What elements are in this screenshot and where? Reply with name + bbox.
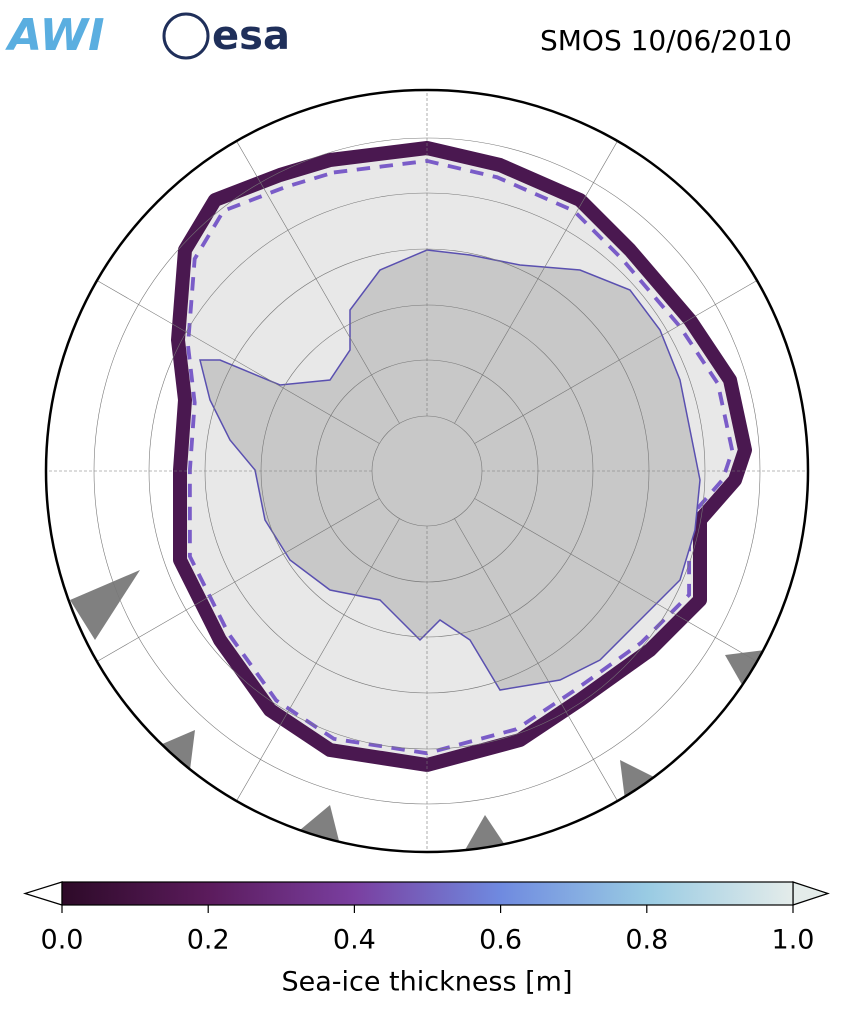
no-data <box>70 570 140 640</box>
colorbar-tick-label: 0.0 <box>41 925 84 956</box>
no-data <box>300 805 340 845</box>
map-frame <box>44 88 810 854</box>
sea-ice-edge <box>186 158 735 756</box>
antarctica <box>199 249 701 691</box>
no-data <box>725 650 765 690</box>
meridian <box>474 498 758 662</box>
colorbar-tick-label: 0.2 <box>187 925 230 956</box>
colorbar-tick-label: 0.8 <box>625 925 668 956</box>
colorbar <box>22 881 830 906</box>
colorbar-over <box>792 881 830 906</box>
meridian <box>236 140 400 424</box>
meridian <box>236 518 400 802</box>
meridian <box>474 280 758 444</box>
colorbar-scale <box>61 881 794 906</box>
awi-logo: AWI <box>5 10 105 61</box>
meridian <box>96 498 380 662</box>
no-data <box>160 730 195 770</box>
meridian <box>96 280 380 444</box>
esa-logo: esa <box>212 13 290 59</box>
graticule <box>46 90 808 852</box>
colorbar-label: Sea-ice thickness [m] <box>281 967 572 998</box>
colorbar-tick-label: 0.4 <box>333 925 376 956</box>
no-data <box>620 760 660 800</box>
colorbar-tick-label: 0.6 <box>479 925 522 956</box>
meridian <box>454 140 618 424</box>
title: SMOS 10/06/2010 <box>540 24 792 57</box>
colorbar-under <box>22 881 63 906</box>
meridian <box>454 518 618 802</box>
no-data <box>465 815 505 850</box>
esa-logo-mark <box>162 12 210 60</box>
colorbar-tick-label: 1.0 <box>772 925 815 956</box>
map <box>46 90 808 852</box>
